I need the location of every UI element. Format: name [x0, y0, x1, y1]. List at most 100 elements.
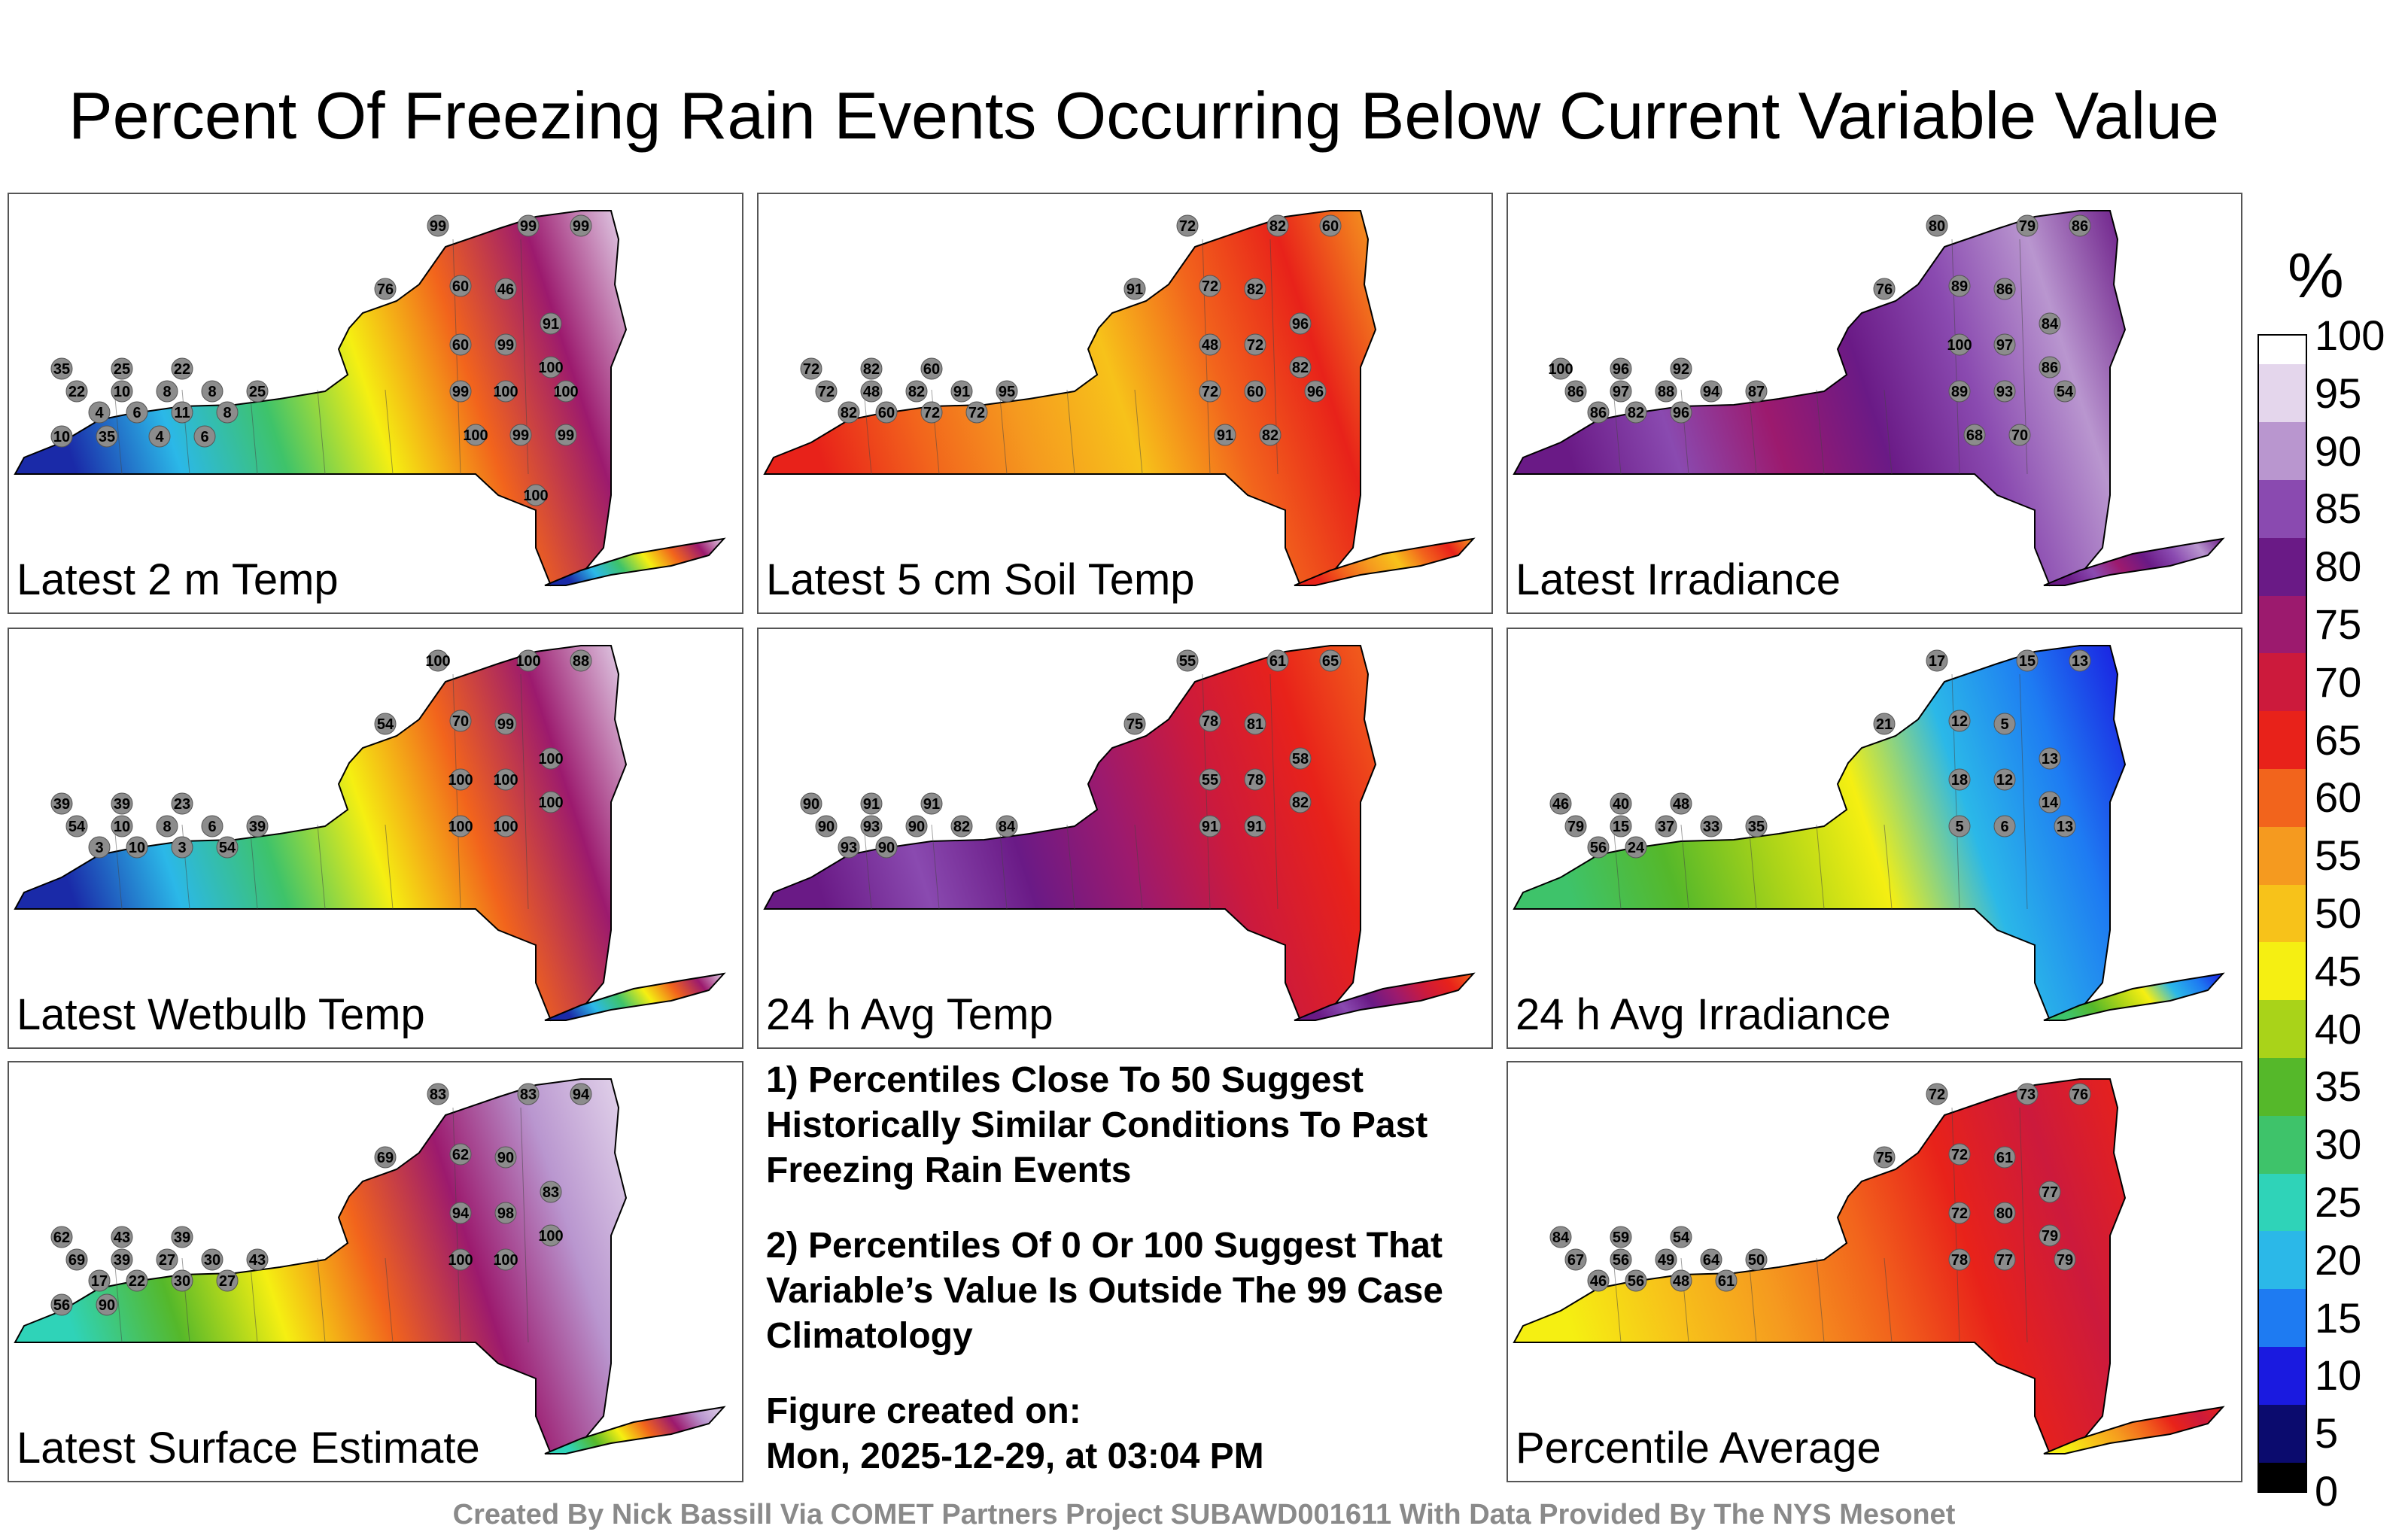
- station-dot: [2039, 791, 2061, 813]
- station-dot: [1266, 649, 1289, 672]
- long-island-outline: [544, 537, 726, 586]
- station-value: 6: [208, 819, 216, 835]
- station-value: 96: [1307, 384, 1324, 400]
- station-marker: 79: [1564, 815, 1587, 837]
- station-dot: [1289, 312, 1312, 335]
- station-dot: [1319, 214, 1342, 237]
- station-dot: [838, 836, 860, 859]
- station-marker: 72: [1176, 214, 1199, 237]
- colorbar-band: [2259, 1347, 2306, 1377]
- station-marker: 88: [570, 649, 592, 672]
- state-outline: [14, 210, 628, 587]
- station-dot: [1610, 1248, 1632, 1271]
- station-value: 78: [1202, 713, 1218, 730]
- county-line: [1680, 824, 1689, 910]
- station-marker: 100: [553, 380, 579, 403]
- station-value: 25: [114, 361, 130, 378]
- station-value: 99: [430, 218, 446, 235]
- station-dot: [815, 380, 838, 403]
- station-marker: 25: [111, 357, 133, 380]
- county-line: [999, 824, 1008, 910]
- station-dot: [126, 836, 148, 859]
- station-marker: 11: [171, 401, 193, 424]
- station-marker: 78: [1199, 710, 1221, 732]
- station-dot: [464, 424, 487, 446]
- station-value: 91: [1126, 281, 1143, 298]
- station-value: 64: [1703, 1252, 1720, 1269]
- station-dot: [1873, 1146, 1896, 1169]
- station-dot: [171, 1269, 193, 1292]
- station-marker: 60: [920, 357, 943, 380]
- colorbar-band: [2259, 682, 2306, 713]
- station-dot: [96, 1293, 118, 1316]
- station-marker: 82: [1266, 214, 1289, 237]
- station-dot: [1670, 792, 1692, 815]
- station-marker: 56: [50, 1293, 73, 1316]
- station-value: 6: [132, 405, 141, 421]
- station-dot: [494, 815, 517, 837]
- panel-latest-irradiance: 100 96 92 86 97 88 94 87 86 82 96 80 79 86 76 89 86 84 100…: [1507, 193, 2242, 614]
- county-line: [1748, 1257, 1757, 1343]
- station-marker: 10: [126, 836, 148, 859]
- station-marker: 6: [1993, 815, 2016, 837]
- station-dot: [2039, 356, 2061, 378]
- station-dot: [449, 1248, 472, 1271]
- note-1: 1) Percentiles Close To 50 Suggest Histo…: [766, 1060, 1428, 1190]
- station-marker: 100: [493, 768, 518, 791]
- station-value: 10: [114, 384, 130, 400]
- station-marker: 12: [1948, 710, 1971, 732]
- station-dot: [2008, 424, 2031, 446]
- station-dot: [815, 815, 838, 837]
- county-line: [114, 1257, 123, 1343]
- station-marker: 72: [1926, 1083, 1948, 1105]
- station-marker: 40: [1610, 792, 1632, 815]
- station-value: 79: [2042, 1228, 2058, 1245]
- colorbar-band: [2259, 798, 2306, 828]
- station-dot: [1199, 275, 1221, 297]
- station-dot: [449, 768, 472, 791]
- station-marker: 96: [1304, 380, 1327, 403]
- station-marker: 78: [1244, 768, 1266, 791]
- station-value: 8: [223, 405, 231, 421]
- station-marker: 82: [950, 815, 973, 837]
- station-value: 60: [452, 337, 469, 354]
- station-value: 39: [53, 796, 70, 813]
- station-dot: [246, 380, 269, 403]
- station-value: 86: [1567, 384, 1584, 400]
- station-value: 76: [377, 281, 394, 298]
- station-value: 82: [953, 819, 970, 835]
- station-value: 8: [163, 384, 171, 400]
- station-marker: 99: [509, 424, 532, 446]
- colorbar-band: [2259, 942, 2306, 972]
- station-dot: [1610, 1226, 1632, 1248]
- county-line: [1816, 1257, 1825, 1343]
- station-value: 6: [200, 429, 208, 445]
- station-value: 75: [1876, 1150, 1893, 1166]
- station-marker: 76: [2069, 1083, 2091, 1105]
- station-marker: 3: [88, 836, 111, 859]
- station-marker: 8: [156, 380, 178, 403]
- station-dot: [509, 424, 532, 446]
- county-line: [114, 389, 123, 475]
- station-dot: [156, 1248, 178, 1271]
- station-dot: [517, 1083, 540, 1105]
- station-marker: 70: [449, 710, 472, 732]
- colorbar-tick-label: 50: [2315, 889, 2362, 937]
- station-dot: [2054, 1248, 2076, 1271]
- station-marker: 69: [374, 1146, 397, 1169]
- station-marker: 23: [171, 792, 193, 815]
- station-dot: [111, 792, 133, 815]
- station-value: 72: [803, 361, 819, 378]
- panel-latest-2m-temp: 35 25 22 22 10 8 8 25 4 6 11 8 10 35 4 6 99 99 99 76 60 46 91 6…: [8, 193, 743, 614]
- station-value: 90: [803, 796, 819, 813]
- state-outline: [1513, 1078, 2127, 1455]
- station-value: 82: [1262, 427, 1278, 444]
- station-value: 24: [1628, 840, 1645, 856]
- station-value: 72: [1929, 1087, 1945, 1103]
- county-line: [1066, 389, 1075, 475]
- station-value: 12: [1996, 772, 2013, 789]
- station-value: 72: [1202, 384, 1218, 400]
- station-marker: 86: [1993, 278, 2016, 300]
- colorbar-band: [2259, 480, 2306, 510]
